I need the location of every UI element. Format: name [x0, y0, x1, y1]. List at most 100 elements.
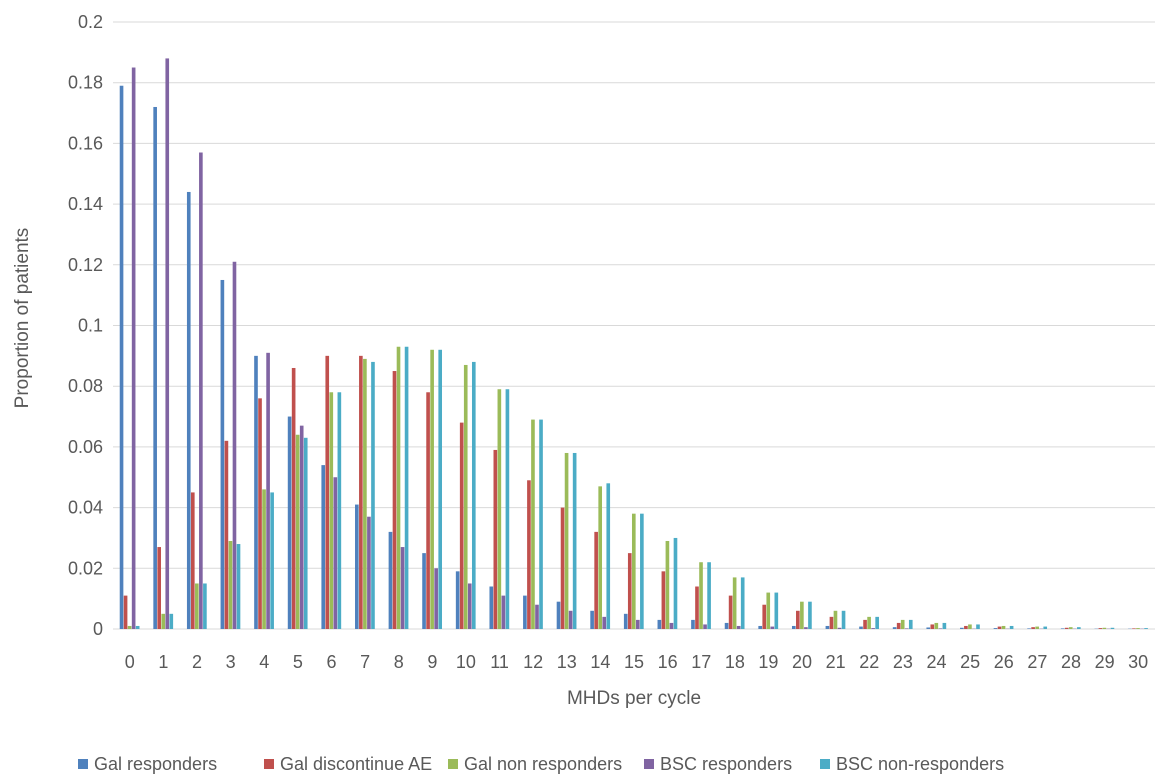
bar: [535, 605, 539, 629]
bar: [695, 587, 699, 629]
bar: [994, 628, 998, 629]
bar: [859, 627, 863, 629]
bar: [393, 371, 397, 629]
x-tick-label: 16: [658, 652, 678, 672]
y-tick-label: 0.04: [68, 498, 103, 518]
bar: [960, 628, 964, 629]
bar: [998, 627, 1002, 629]
y-tick-label: 0.18: [68, 73, 103, 93]
bar: [725, 623, 729, 629]
bar: [1010, 626, 1014, 629]
bar: [707, 562, 711, 629]
x-tick-label: 29: [1095, 652, 1115, 672]
bar: [598, 486, 602, 629]
x-axis-title: MHDs per cycle: [567, 688, 701, 709]
bar: [893, 627, 897, 629]
legend-label: Gal responders: [94, 754, 217, 774]
bar: [254, 356, 258, 629]
x-tick-label: 10: [456, 652, 476, 672]
x-tick-label: 7: [360, 652, 370, 672]
bar: [296, 435, 300, 629]
bar: [1065, 628, 1069, 629]
legend-swatch: [820, 759, 830, 769]
bar: [674, 538, 678, 629]
x-tick-label: 14: [590, 652, 610, 672]
bar: [128, 626, 132, 629]
bar: [270, 492, 274, 629]
bar: [438, 350, 442, 629]
bar: [397, 347, 401, 629]
x-tick-label: 0: [125, 652, 135, 672]
bar: [434, 568, 438, 629]
x-tick-label: 11: [490, 652, 509, 672]
bar: [863, 620, 867, 629]
bar: [976, 624, 980, 629]
bar: [523, 596, 527, 629]
bar: [363, 359, 367, 629]
bar: [1132, 628, 1136, 629]
bar: [1035, 627, 1039, 629]
bar: [703, 624, 707, 629]
bar: [1136, 628, 1140, 629]
bar: [1027, 628, 1031, 629]
y-axis-title: Proportion of patients: [12, 228, 33, 409]
y-tick-label: 0.12: [68, 255, 103, 275]
x-tick-label: 2: [192, 652, 202, 672]
legend-label: Gal discontinue AE: [280, 754, 432, 774]
bar: [758, 626, 762, 629]
bar: [875, 617, 879, 629]
bar: [464, 365, 468, 629]
x-tick-label: 22: [859, 652, 879, 672]
bar: [153, 107, 157, 629]
bar: [401, 547, 405, 629]
bar: [506, 389, 510, 629]
bar: [943, 623, 947, 629]
bar: [489, 587, 493, 629]
bar: [191, 492, 195, 629]
legend-swatch: [448, 759, 458, 769]
bar: [590, 611, 594, 629]
bar: [266, 353, 270, 629]
bar: [926, 627, 930, 629]
bar: [934, 623, 938, 629]
x-tick-label: 30: [1128, 652, 1148, 672]
bar: [1077, 627, 1081, 629]
bar: [733, 577, 737, 629]
legend-label: BSC non-responders: [836, 754, 1004, 774]
bar: [456, 571, 460, 629]
bar: [658, 620, 662, 629]
x-tick-label: 18: [725, 652, 745, 672]
bar: [460, 423, 464, 629]
bar: [1111, 628, 1115, 629]
bar: [199, 153, 203, 629]
bar: [1043, 627, 1047, 629]
bar: [699, 562, 703, 629]
bar: [195, 583, 199, 629]
bar: [288, 417, 292, 629]
bar: [1103, 628, 1107, 629]
bar: [498, 389, 502, 629]
y-tick-label: 0.14: [68, 194, 103, 214]
bar: [132, 68, 136, 629]
bar: [157, 547, 161, 629]
bars: [120, 58, 1148, 629]
bar: [405, 347, 409, 629]
bar: [557, 602, 561, 629]
bar: [628, 553, 632, 629]
bar: [842, 611, 846, 629]
bar: [964, 626, 968, 629]
x-tick-label: 1: [158, 652, 168, 672]
bar: [120, 86, 124, 629]
bar: [901, 620, 905, 629]
bar: [1099, 628, 1103, 629]
bar: [930, 624, 934, 629]
y-tick-label: 0.16: [68, 133, 103, 153]
bar: [741, 577, 745, 629]
bar: [359, 356, 363, 629]
x-tick-label: 4: [259, 652, 269, 672]
x-tick-label: 12: [523, 652, 543, 672]
x-tick-label: 24: [927, 652, 947, 672]
bar: [606, 483, 610, 629]
